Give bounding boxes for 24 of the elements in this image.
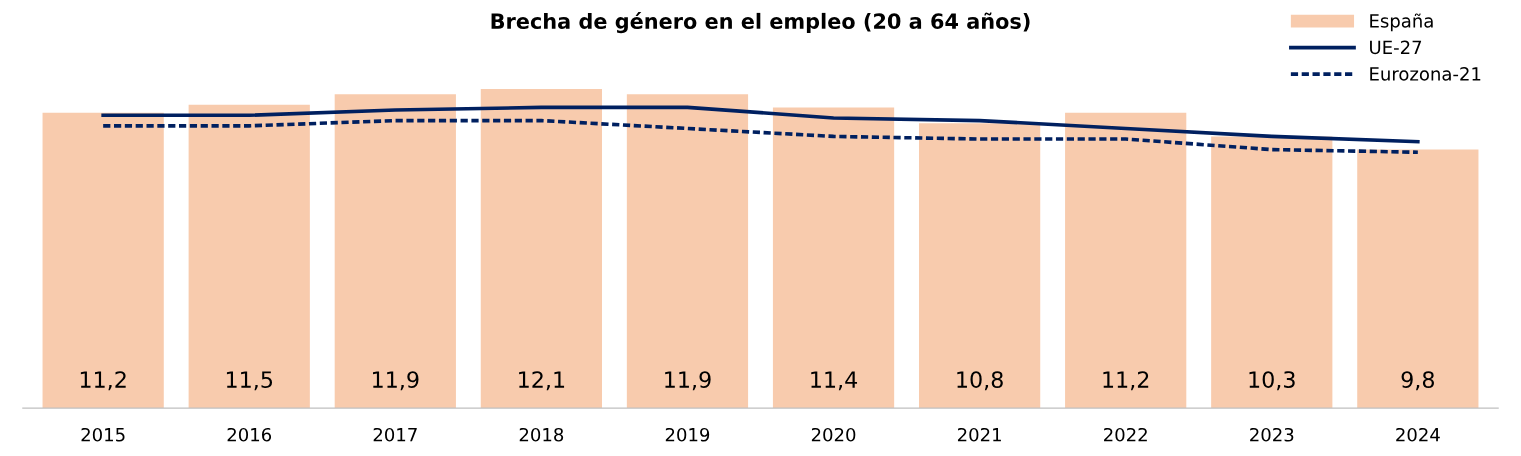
chart-title: Brecha de género en el empleo (20 a 64 años) bbox=[491, 12, 1030, 34]
data-label: 11,2 bbox=[1103, 371, 1149, 391]
data-label: 10,8 bbox=[957, 371, 1003, 391]
x-tick-label: 2023 bbox=[1250, 427, 1294, 442]
x-tick-label: 2022 bbox=[1104, 427, 1147, 442]
data-label: 9,8 bbox=[1401, 371, 1434, 391]
x-tick-label: 2015 bbox=[81, 427, 125, 442]
legend-label: Eurozona-21 bbox=[1370, 67, 1481, 81]
data-label: 11,4 bbox=[811, 371, 858, 391]
data-label: 11,9 bbox=[373, 371, 419, 391]
data-label: 11,5 bbox=[226, 371, 273, 391]
x-tick-label: 2024 bbox=[1396, 427, 1440, 442]
data-label: 12,1 bbox=[519, 371, 565, 391]
x-tick-label: 2021 bbox=[957, 427, 1001, 442]
legend-label: UE-27 bbox=[1370, 40, 1422, 55]
x-tick-label: 2017 bbox=[373, 427, 417, 442]
data-label: 10,3 bbox=[1249, 371, 1295, 391]
x-tick-label: 2016 bbox=[227, 427, 272, 442]
x-tick-label: 2019 bbox=[665, 427, 710, 442]
data-label: 11,9 bbox=[665, 371, 711, 391]
legend-label: España bbox=[1370, 13, 1433, 32]
x-tick-label: 2020 bbox=[811, 427, 856, 442]
data-label: 11,2 bbox=[80, 371, 126, 391]
x-tick-label: 2018 bbox=[519, 427, 564, 442]
